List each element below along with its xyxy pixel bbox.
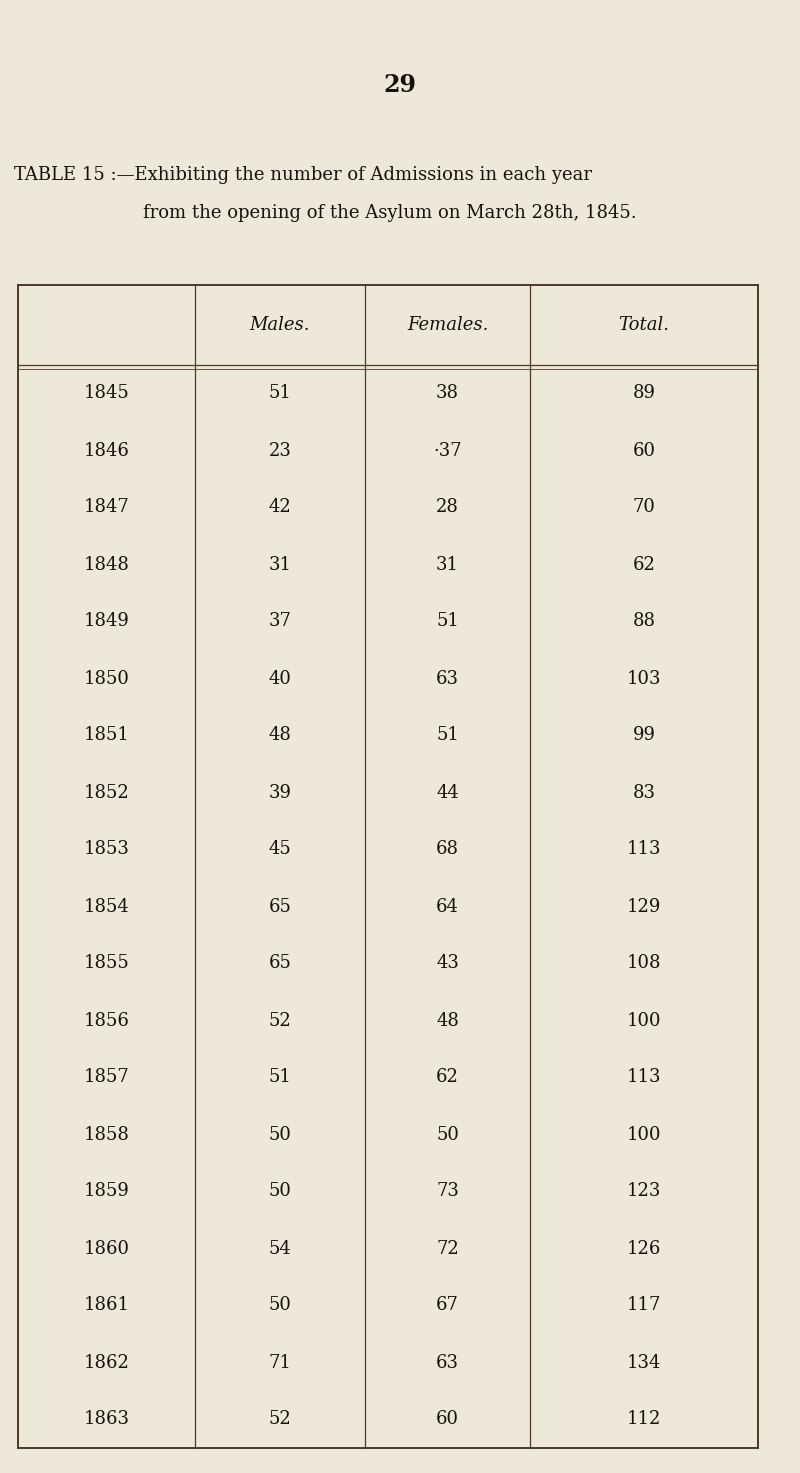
Text: 100: 100 [626, 1125, 662, 1143]
Text: 1845: 1845 [84, 384, 130, 402]
Text: 50: 50 [269, 1296, 291, 1314]
Text: 45: 45 [269, 841, 291, 859]
Text: 52: 52 [269, 1411, 291, 1429]
Text: 67: 67 [436, 1296, 459, 1314]
Text: 129: 129 [627, 897, 661, 916]
Text: 1862: 1862 [83, 1354, 130, 1371]
Text: 42: 42 [269, 498, 291, 517]
Text: 63: 63 [436, 670, 459, 688]
Text: 29: 29 [383, 74, 417, 97]
Text: TABLE 15 :—Exhibiting the number of Admissions in each year: TABLE 15 :—Exhibiting the number of Admi… [14, 166, 592, 184]
Text: 68: 68 [436, 841, 459, 859]
Text: 51: 51 [269, 384, 291, 402]
Text: 100: 100 [626, 1012, 662, 1030]
Text: 1854: 1854 [84, 897, 130, 916]
Text: 103: 103 [626, 670, 662, 688]
Text: 1863: 1863 [83, 1411, 130, 1429]
Text: 113: 113 [626, 1068, 662, 1087]
Text: 1856: 1856 [83, 1012, 130, 1030]
Text: Males.: Males. [250, 317, 310, 334]
Text: 1848: 1848 [83, 555, 130, 573]
Text: 51: 51 [269, 1068, 291, 1087]
Text: 65: 65 [269, 955, 291, 972]
Text: Total.: Total. [618, 317, 670, 334]
Text: 39: 39 [269, 784, 291, 801]
Text: 38: 38 [436, 384, 459, 402]
Text: ·37: ·37 [433, 442, 462, 460]
Text: 43: 43 [436, 955, 459, 972]
Text: 83: 83 [633, 784, 655, 801]
Text: 64: 64 [436, 897, 459, 916]
Text: 99: 99 [633, 726, 655, 744]
Text: 72: 72 [436, 1239, 459, 1258]
Text: 63: 63 [436, 1354, 459, 1371]
Text: 62: 62 [633, 555, 655, 573]
Text: 123: 123 [627, 1183, 661, 1200]
Text: 1847: 1847 [84, 498, 130, 517]
Text: 112: 112 [627, 1411, 661, 1429]
Text: 1852: 1852 [84, 784, 130, 801]
Text: 88: 88 [633, 613, 655, 630]
Text: 108: 108 [626, 955, 662, 972]
Text: 1859: 1859 [83, 1183, 130, 1200]
Text: 40: 40 [269, 670, 291, 688]
Text: 70: 70 [633, 498, 655, 517]
Text: 1855: 1855 [84, 955, 130, 972]
Text: 50: 50 [436, 1125, 459, 1143]
Text: 23: 23 [269, 442, 291, 460]
Text: 51: 51 [436, 726, 459, 744]
Text: 37: 37 [269, 613, 291, 630]
Text: 1849: 1849 [83, 613, 130, 630]
Text: 51: 51 [436, 613, 459, 630]
Text: Females.: Females. [407, 317, 488, 334]
Text: 1857: 1857 [84, 1068, 130, 1087]
Text: 126: 126 [627, 1239, 661, 1258]
Text: 1861: 1861 [83, 1296, 130, 1314]
Text: 73: 73 [436, 1183, 459, 1200]
Text: from the opening of the Asylum on March 28th, 1845.: from the opening of the Asylum on March … [143, 203, 637, 222]
Text: 48: 48 [269, 726, 291, 744]
Text: 31: 31 [436, 555, 459, 573]
Text: 1860: 1860 [83, 1239, 130, 1258]
Text: 1846: 1846 [83, 442, 130, 460]
Text: 50: 50 [269, 1183, 291, 1200]
Text: 134: 134 [627, 1354, 661, 1371]
Text: 31: 31 [269, 555, 291, 573]
Text: 71: 71 [269, 1354, 291, 1371]
Text: 62: 62 [436, 1068, 459, 1087]
Text: 1850: 1850 [83, 670, 130, 688]
Text: 48: 48 [436, 1012, 459, 1030]
Text: 1853: 1853 [83, 841, 130, 859]
Text: 60: 60 [633, 442, 655, 460]
Text: 60: 60 [436, 1411, 459, 1429]
Text: 1851: 1851 [83, 726, 130, 744]
Text: 89: 89 [633, 384, 655, 402]
Text: 113: 113 [626, 841, 662, 859]
Text: 54: 54 [269, 1239, 291, 1258]
Text: 65: 65 [269, 897, 291, 916]
Text: 1858: 1858 [83, 1125, 130, 1143]
Text: 44: 44 [436, 784, 459, 801]
Text: 50: 50 [269, 1125, 291, 1143]
Text: 117: 117 [627, 1296, 661, 1314]
Text: 52: 52 [269, 1012, 291, 1030]
Text: 28: 28 [436, 498, 459, 517]
